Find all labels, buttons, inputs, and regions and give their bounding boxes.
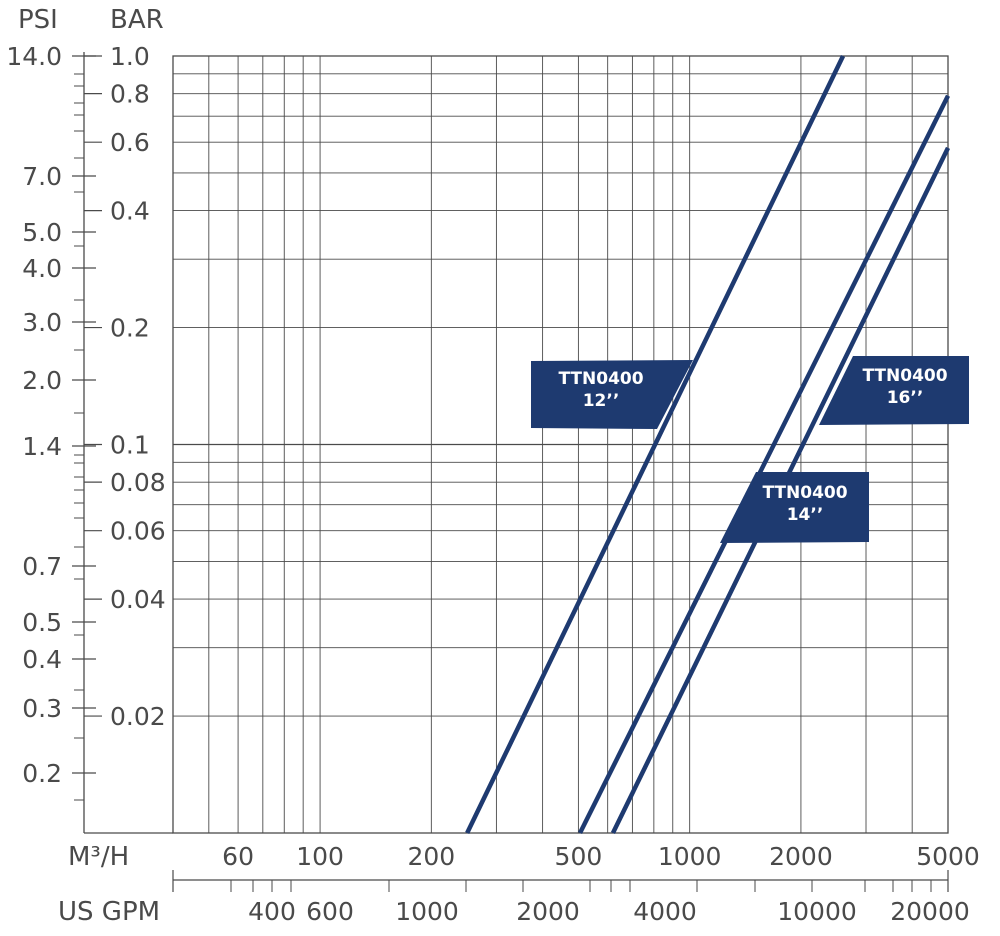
m3h-tick-label: 5000 <box>916 842 980 871</box>
psi-tick-label: 1.4 <box>22 432 62 461</box>
series-label-name: TTN0400 <box>558 369 643 389</box>
psi-tick-label: 4.0 <box>22 254 62 283</box>
bar-tick-label: 0.4 <box>110 197 150 226</box>
gpm-tick-label: 600 <box>306 897 354 926</box>
psi-tick-label: 0.7 <box>22 552 62 581</box>
psi-tick-label: 5.0 <box>22 218 62 247</box>
psi-tick-label: 3.0 <box>22 308 62 337</box>
psi-tick-label: 14.0 <box>6 42 62 71</box>
series-label-box <box>720 472 869 543</box>
psi-tick-label: 0.4 <box>22 645 62 674</box>
bar-axis-label: BAR <box>110 5 164 35</box>
bar-tick-label: 1.0 <box>110 42 150 71</box>
psi-tick-label: 0.2 <box>22 759 62 788</box>
series-line <box>465 55 846 834</box>
m3h-tick-label: 200 <box>407 842 455 871</box>
gpm-tick-label: 4000 <box>633 897 697 926</box>
m3h-tick-label: 100 <box>296 842 344 871</box>
x-axis-ticks: 60 100 200 500 1000 2000 5000 400 600 1000 2000 400… <box>172 842 980 926</box>
bar-tick-label: 0.08 <box>110 468 166 497</box>
gpm-tick-label: 1000 <box>395 897 459 926</box>
psi-axis-label: PSI <box>18 5 58 35</box>
bar-tick-label: 0.1 <box>110 431 150 460</box>
plot-grid <box>172 55 949 834</box>
gpm-axis-label: US GPM <box>58 897 160 927</box>
bar-tick-label: 0.2 <box>110 314 150 343</box>
series-label-box <box>819 356 969 425</box>
series-label-size: 14’’ <box>787 505 824 525</box>
plot-frame <box>172 55 949 834</box>
series-line <box>577 94 951 835</box>
series-label-box <box>531 360 693 429</box>
bar-tick-label: 0.8 <box>110 80 150 109</box>
gpm-tick-label: 10000 <box>777 897 857 926</box>
psi-tick-label: 7.0 <box>22 162 62 191</box>
gpm-tick-label: 20000 <box>890 897 970 926</box>
bar-tick-label: 0.6 <box>110 128 150 157</box>
psi-tick-label: 0.3 <box>22 694 62 723</box>
m3h-tick-label: 1000 <box>658 842 722 871</box>
m3h-tick-label: 500 <box>555 842 603 871</box>
psi-tick-label: 2.0 <box>22 366 62 395</box>
m3h-tick-label: 2000 <box>769 842 833 871</box>
gpm-tick-label: 400 <box>248 897 296 926</box>
m3h-axis-label: M³/H <box>68 842 129 872</box>
series-label-size: 12’’ <box>583 391 620 411</box>
bar-tick-label: 0.04 <box>110 585 166 614</box>
series-label-name: TTN0400 <box>862 366 947 386</box>
series-label-size: 16’’ <box>887 388 924 408</box>
psi-tick-label: 0.5 <box>22 608 62 637</box>
y-axis-ticks: 14.0 7.0 5.0 4.0 3.0 2.0 1.4 0.7 0.5 0.4 0.3 0.2 1.0… <box>6 42 173 834</box>
gpm-tick-label: 2000 <box>516 897 580 926</box>
m3h-tick-label: 60 <box>222 842 254 871</box>
bar-tick-label: 0.02 <box>110 702 166 731</box>
bar-tick-label: 0.06 <box>110 517 166 546</box>
series-label-name: TTN0400 <box>762 483 847 503</box>
